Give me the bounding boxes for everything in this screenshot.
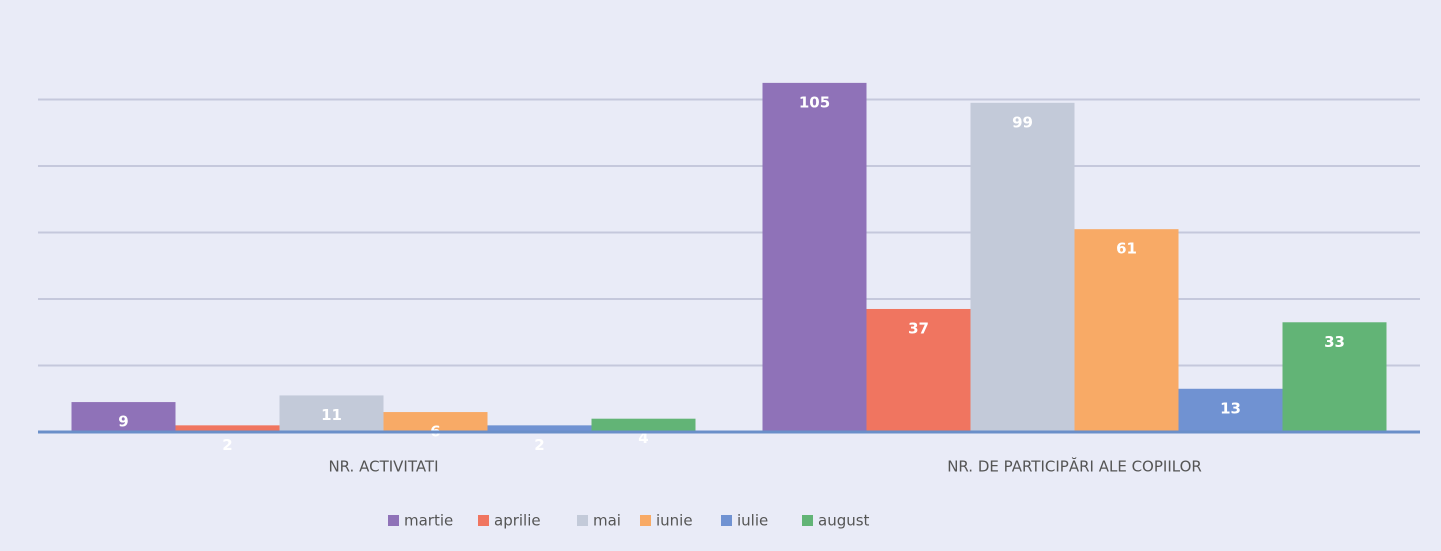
legend-swatch bbox=[388, 515, 399, 526]
bar bbox=[71, 402, 176, 432]
bar bbox=[866, 308, 971, 432]
value-label: 37 bbox=[908, 319, 929, 337]
value-label: 13 bbox=[1220, 399, 1241, 417]
value-label: 2 bbox=[222, 436, 232, 454]
bar bbox=[279, 395, 384, 432]
bar bbox=[591, 418, 696, 432]
bar bbox=[762, 82, 867, 432]
bar bbox=[487, 425, 592, 432]
bar bbox=[1282, 322, 1387, 432]
value-label: 11 bbox=[321, 406, 342, 424]
value-label: 33 bbox=[1324, 333, 1345, 351]
bar bbox=[175, 425, 280, 432]
legend-swatch bbox=[721, 515, 732, 526]
legend-swatch bbox=[577, 515, 588, 526]
legend-label: iunie bbox=[656, 512, 693, 530]
legend-label: aprilie bbox=[494, 512, 541, 530]
value-label: 9 bbox=[118, 413, 128, 431]
bar bbox=[1074, 229, 1179, 432]
legend-swatch bbox=[478, 515, 489, 526]
legend-swatch bbox=[640, 515, 651, 526]
bar bbox=[970, 102, 1075, 432]
value-label: 4 bbox=[638, 429, 648, 447]
legend-label: mai bbox=[593, 512, 621, 530]
legend-label: martie bbox=[404, 512, 453, 530]
x-tick-label: NR. DE PARTICIPĂRI ALE COPIILOR bbox=[947, 457, 1202, 476]
value-label: 2 bbox=[534, 436, 544, 454]
bar bbox=[1178, 388, 1283, 432]
legend-label: iulie bbox=[737, 512, 768, 530]
legend-label: august bbox=[818, 512, 870, 530]
bar bbox=[383, 412, 488, 432]
legend-swatch bbox=[802, 515, 813, 526]
value-label: 61 bbox=[1116, 240, 1137, 258]
value-label: 99 bbox=[1012, 113, 1033, 131]
value-label: 105 bbox=[799, 93, 830, 111]
x-tick-label: NR. ACTIVITATI bbox=[328, 458, 438, 476]
